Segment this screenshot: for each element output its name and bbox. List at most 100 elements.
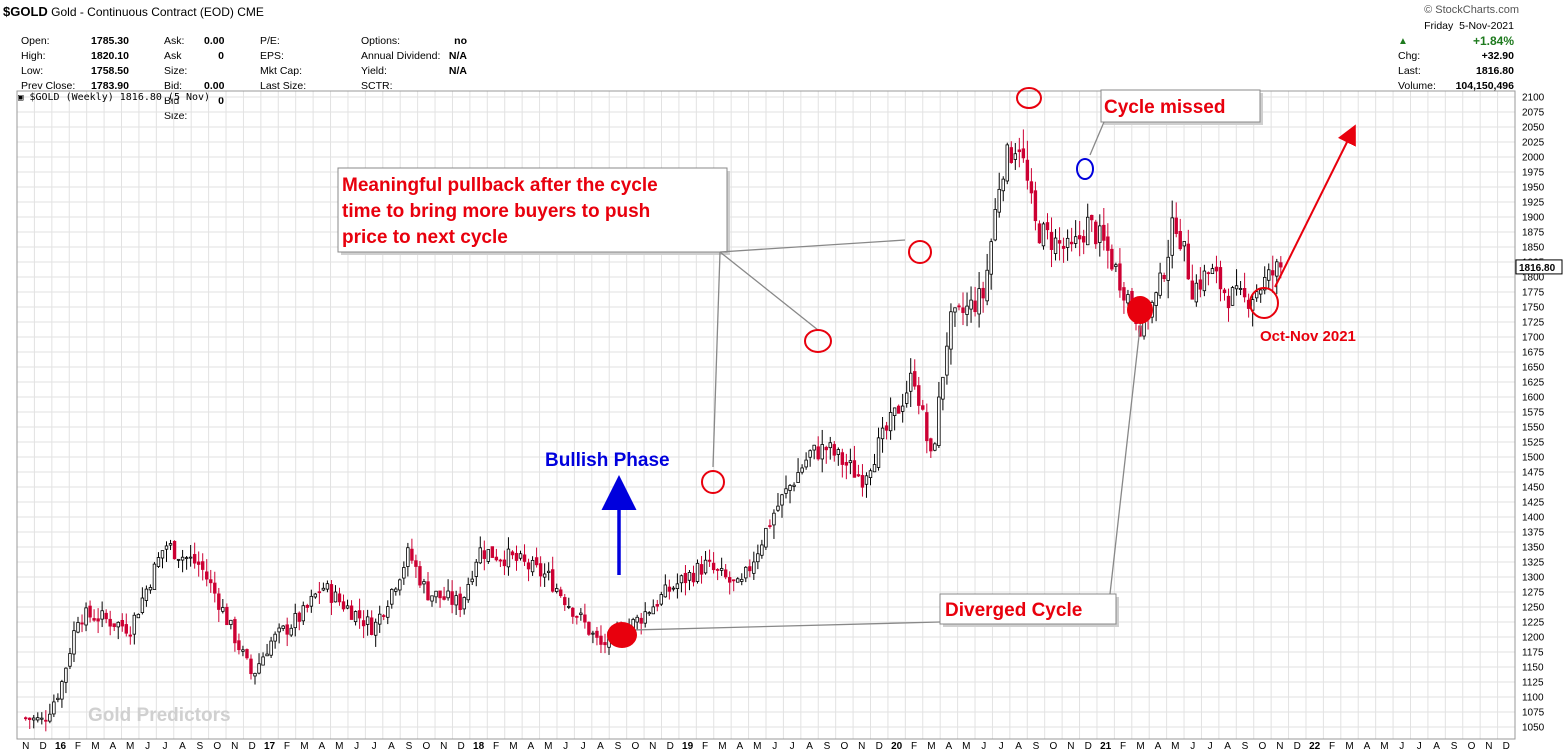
candle-body <box>1279 262 1283 268</box>
quote-row: Options: no <box>361 34 467 49</box>
x-tick-label: M <box>1136 741 1144 752</box>
candle-body <box>64 667 68 683</box>
candle-body <box>933 443 937 451</box>
candle-body <box>603 642 607 646</box>
candle-body <box>293 613 297 629</box>
candle-body <box>736 578 740 583</box>
site-credit[interactable]: © StockCharts.com <box>1424 4 1519 16</box>
x-tick-label: J <box>1417 741 1422 752</box>
quote-col-dividend: Options: no Annual Dividend: N/A Yield: N/A SC… <box>361 34 467 94</box>
candle-body <box>583 614 587 623</box>
x-tick-label: J <box>145 741 150 752</box>
candle-body <box>498 559 503 562</box>
x-tick-label: N <box>440 741 447 752</box>
contract-name: Gold - Continuous Contract (EOD) <box>51 5 234 19</box>
candle-body <box>446 590 450 599</box>
candle-body <box>571 607 575 617</box>
candle-body <box>723 569 728 578</box>
candle-body <box>176 558 181 561</box>
candle-body <box>579 612 583 615</box>
candle-body <box>237 640 241 651</box>
cycle-circle <box>701 470 725 494</box>
y-tick-label: 1575 <box>1522 408 1545 419</box>
x-tick-label: O <box>213 741 221 752</box>
y-tick-label: 1650 <box>1522 363 1545 374</box>
chg-value: +32.90 <box>1481 50 1514 62</box>
candle-body <box>450 591 454 605</box>
x-tick-label: O <box>422 741 430 752</box>
bullish-text: Bullish Phase <box>545 450 670 471</box>
pullback-text: time to bring more buyers to push <box>342 201 650 222</box>
x-tick-label: M <box>753 741 761 752</box>
y-tick-label: 1700 <box>1522 333 1545 344</box>
candle-body <box>1114 264 1118 267</box>
candle-body <box>394 588 398 592</box>
x-tick-label: N <box>1485 741 1492 752</box>
candle-body <box>732 579 736 582</box>
x-tick-label: M <box>335 741 343 752</box>
candle-body <box>530 559 535 573</box>
candle-body <box>1098 225 1102 243</box>
candle-body <box>160 550 165 559</box>
candle-body <box>1222 289 1227 294</box>
candle-body <box>663 584 668 598</box>
last-label: Last: <box>1398 65 1421 77</box>
candle-body <box>816 446 820 460</box>
candle-body <box>896 405 901 414</box>
candle-body <box>180 556 185 561</box>
candle-body <box>1271 270 1275 276</box>
y-tick-label: 1800 <box>1522 273 1545 284</box>
exchange: CME <box>237 5 264 19</box>
candle-body <box>132 614 137 635</box>
candle-body <box>1238 288 1243 290</box>
quote-row: Ask Size: 0 <box>164 49 224 79</box>
x-tick-label: D <box>667 741 674 752</box>
y-tick-label: 1525 <box>1522 438 1545 449</box>
candle-body <box>599 635 603 645</box>
candle-body <box>1158 272 1162 296</box>
y-tick-label: 1900 <box>1522 213 1545 224</box>
y-tick-label: 1175 <box>1522 648 1544 659</box>
quote-header: $GOLD Gold - Continuous Contract (EOD) C… <box>0 0 1565 122</box>
y-tick-label: 1750 <box>1522 303 1545 314</box>
candle-body <box>1234 285 1239 290</box>
x-tick-label: A <box>737 741 744 752</box>
candle-body <box>1226 295 1231 309</box>
candle-body <box>900 405 905 412</box>
candle-body <box>981 287 985 299</box>
candle-body <box>482 550 487 559</box>
candle-body <box>96 618 100 622</box>
candle-body <box>434 590 438 598</box>
x-tick-label: O <box>631 741 639 752</box>
candle-body <box>1202 270 1207 292</box>
quote-key: Ask: <box>164 35 185 47</box>
candle-body <box>398 579 402 591</box>
candle-body <box>52 701 56 715</box>
candle-body <box>60 681 64 700</box>
candle-body <box>1190 280 1195 300</box>
candle-body <box>365 616 370 625</box>
candle-body <box>748 566 752 572</box>
quote-value: no <box>454 35 467 47</box>
candle-body <box>1110 248 1114 270</box>
candle-body <box>764 527 768 548</box>
quote-value: 0.00 <box>204 80 225 92</box>
x-tick-label: A <box>1433 741 1440 752</box>
candle-body <box>422 581 426 585</box>
candle-body <box>454 595 458 606</box>
candle-body <box>575 615 579 618</box>
candle-body <box>156 557 161 567</box>
x-tick-label: M <box>544 741 552 752</box>
diverged-pointer <box>1109 317 1142 595</box>
quote-key: Low: <box>21 65 44 77</box>
candle-body <box>848 460 853 464</box>
candle-body <box>309 595 314 607</box>
quote-row: EPS: <box>260 49 340 64</box>
candle-body <box>776 505 780 511</box>
x-tick-label: N <box>22 741 29 752</box>
candle-body <box>36 717 40 721</box>
x-tick-label: M <box>126 741 134 752</box>
x-tick-label: F <box>702 741 708 752</box>
candle-body <box>249 658 253 675</box>
